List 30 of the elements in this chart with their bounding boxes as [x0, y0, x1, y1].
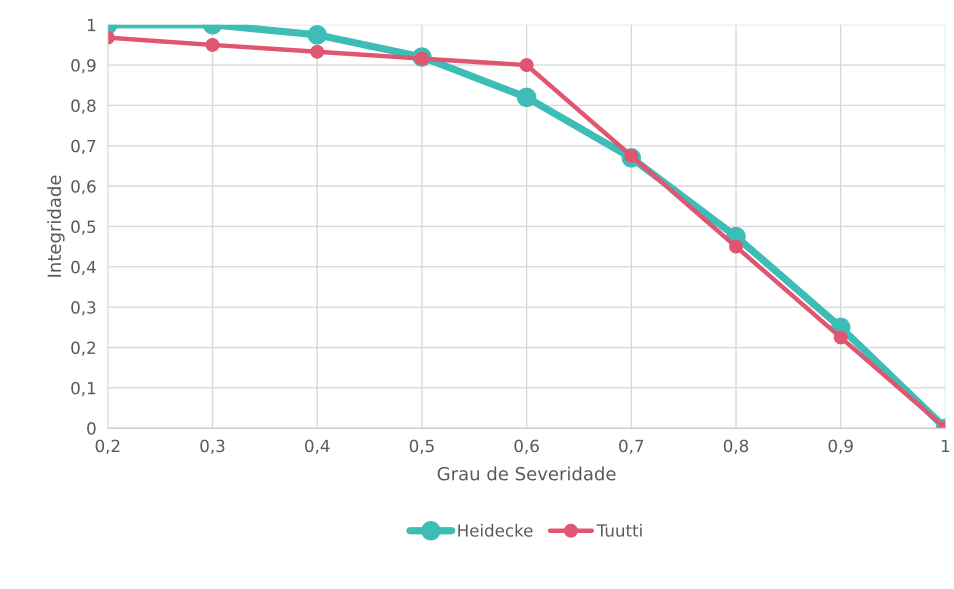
point: [310, 44, 324, 59]
x-axis-title: Grau de Severidade: [438, 466, 616, 481]
legend-label: Tuutti: [596, 524, 642, 537]
x-tick-label: 0,9: [828, 440, 853, 454]
point: [206, 38, 220, 52]
point: [307, 25, 327, 45]
y-tick-label: 0,1: [71, 382, 96, 396]
x-tick-label: 0,3: [200, 440, 224, 454]
point: [729, 240, 743, 254]
y-tick-label: 0,4: [71, 260, 96, 276]
y-tick-label: 0: [87, 422, 96, 435]
point: [834, 330, 848, 344]
legend-label: Heidecke: [458, 524, 532, 537]
y-tick-label: 0,9: [71, 59, 96, 74]
y-tick-label: 0,6: [71, 180, 96, 194]
x-tick-label: 0,7: [619, 440, 644, 454]
y-tick-label: 1: [88, 18, 96, 32]
y-tick-label: 0,3: [71, 301, 96, 316]
y-tick-label: 0,5: [71, 220, 96, 235]
y-tick-label: 0,2: [71, 341, 96, 356]
point: [520, 58, 534, 72]
y-tick-label: 0,7: [71, 140, 96, 154]
x-tick-label: 0,5: [410, 440, 434, 454]
x-tick-label: 0,8: [724, 440, 748, 454]
x-tick-label: 0,4: [305, 440, 330, 454]
y-tick-label: 0,8: [71, 99, 96, 114]
x-tick-label: 1: [942, 440, 950, 452]
x-tick-label: 0,6: [514, 440, 539, 454]
y-axis-title: Integridade: [47, 175, 65, 277]
point: [516, 88, 536, 108]
